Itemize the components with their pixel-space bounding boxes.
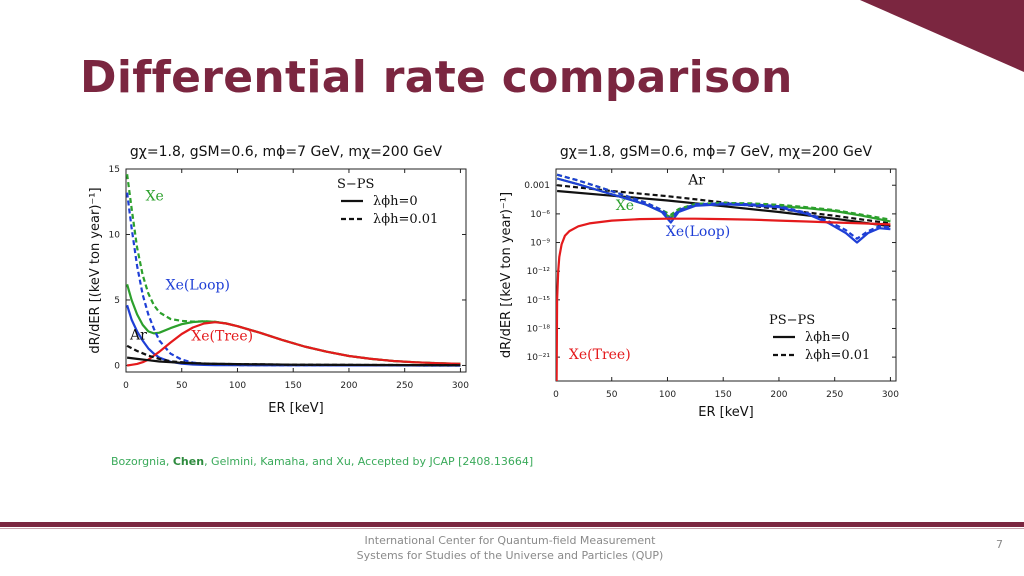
x-tick-label: 300 — [452, 381, 469, 391]
annotation-xe: Xe — [146, 188, 164, 204]
page-number: 7 — [996, 538, 1003, 551]
series-xe-h-0 — [556, 177, 891, 223]
annotation-ar: Ar — [129, 327, 147, 343]
legend-title: PS−PS — [769, 313, 815, 328]
legend-entry-label: λϕh=0.01 — [373, 212, 438, 227]
y-axis-title: dR/dER [(keV ton year)⁻¹] — [499, 192, 514, 358]
citation: Bozorgnia, Chen, Gelmini, Kamaha, and Xu… — [111, 455, 533, 468]
y-tick-label: 10⁻⁹ — [530, 239, 550, 249]
y-tick-label: 10⁻¹⁵ — [527, 296, 551, 306]
x-tick-label: 150 — [715, 390, 732, 400]
x-tick-label: 150 — [285, 381, 302, 391]
annotation-xe-tree: Xe(Tree) — [191, 329, 253, 345]
annotation-ar: Ar — [687, 172, 705, 188]
y-tick-label: 10⁻¹² — [527, 267, 551, 277]
chart-title: gχ=1.8, gSM=0.6, mϕ=7 GeV, mχ=200 GeV — [130, 144, 443, 160]
corner-triangle — [860, 0, 1024, 72]
y-tick-label: 10⁻⁶ — [530, 210, 550, 220]
chart-title: gχ=1.8, gSM=0.6, mϕ=7 GeV, mχ=200 GeV — [560, 144, 873, 160]
plot-frame — [125, 168, 467, 373]
series-ar-h-0 — [557, 189, 891, 228]
y-tick-label: 10⁻¹⁸ — [527, 324, 551, 334]
legend-entry-label: λϕh=0 — [373, 194, 418, 209]
x-tick-label: 0 — [123, 381, 129, 391]
footer-line-1: International Center for Quantum-field M… — [364, 534, 656, 547]
annotation-xe: Xe — [616, 198, 634, 214]
x-tick-label: 50 — [606, 390, 618, 400]
x-axis-title: ER [keV] — [268, 401, 323, 416]
citation-authors-after: , Gelmini, Kamaha, and Xu, Accepted by J… — [204, 455, 534, 468]
annotation-xe-loop: Xe(Loop) — [666, 224, 730, 240]
x-tick-label: 250 — [826, 390, 843, 400]
x-tick-label: 50 — [176, 381, 188, 391]
legend-entry-label: λϕh=0.01 — [805, 348, 870, 363]
plot-frame — [555, 168, 897, 382]
citation-author-highlight: Chen — [172, 455, 205, 468]
footer-institution: International Center for Quantum-field M… — [300, 533, 720, 563]
y-tick-label: 10 — [109, 230, 121, 240]
annotation-xe-tree: Xe(Tree) — [569, 347, 631, 363]
legend-entry-label: λϕh=0 — [805, 330, 850, 345]
x-tick-label: 300 — [882, 390, 899, 400]
y-tick-label: 0 — [114, 361, 120, 371]
slide-title: Differential rate comparison — [80, 52, 793, 103]
annotation-xe-loop: Xe(Loop) — [166, 277, 230, 293]
y-tick-label: 5 — [114, 296, 120, 306]
x-tick-label: 200 — [340, 381, 357, 391]
series-xe-tree — [556, 217, 891, 381]
series-xe-loop-h-0-01 — [556, 173, 891, 240]
x-tick-label: 100 — [229, 381, 246, 391]
legend-title: S−PS — [337, 177, 374, 192]
x-tick-label: 200 — [770, 390, 787, 400]
y-tick-label: 0.001 — [524, 181, 550, 191]
y-tick-label: 15 — [109, 165, 120, 175]
y-axis-title: dR/dER [(keV ton year)⁻¹] — [88, 187, 103, 353]
footer-bar — [0, 522, 1024, 527]
footer-divider — [0, 528, 1024, 529]
x-tick-label: 0 — [553, 390, 559, 400]
citation-authors-before: Bozorgnia, — [111, 455, 173, 468]
x-tick-label: 100 — [659, 390, 676, 400]
footer-line-2: Systems for Studies of the Universe and … — [356, 549, 664, 562]
series-ar-h-0-01 — [126, 344, 461, 367]
y-tick-label: 10⁻²¹ — [527, 353, 551, 363]
x-axis-title: ER [keV] — [698, 405, 753, 420]
x-tick-label: 250 — [396, 381, 413, 391]
